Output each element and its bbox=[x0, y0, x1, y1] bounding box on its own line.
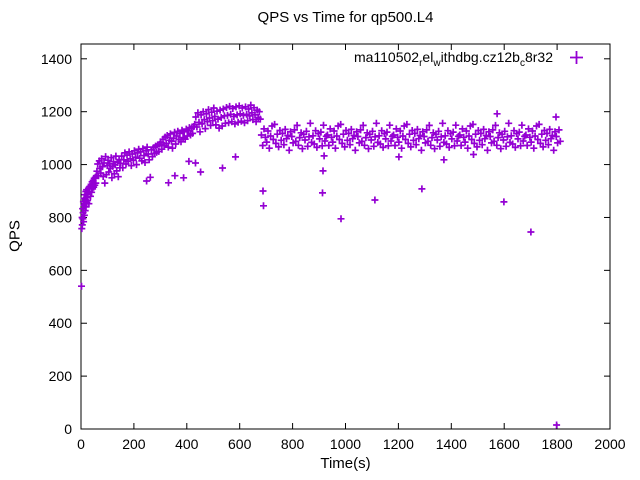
legend-plus-marker-icon bbox=[570, 50, 583, 64]
plot-border bbox=[80, 43, 611, 430]
y-tick-label: 400 bbox=[49, 315, 73, 331]
scatter-points bbox=[78, 101, 564, 429]
x-tick-label: 1400 bbox=[436, 436, 467, 452]
x-tick-label: 1600 bbox=[489, 436, 520, 452]
x-tick-label: 400 bbox=[175, 436, 199, 452]
legend-label: ma110502relwithdbg.cz12bc8r32 bbox=[353, 49, 553, 68]
legend-label-segment: r bbox=[419, 57, 423, 69]
x-tick-label: 2000 bbox=[594, 436, 625, 452]
legend-label-segment: ithdbg.cz12b bbox=[440, 49, 520, 65]
y-tick-label: 1200 bbox=[41, 104, 72, 120]
chart-title: QPS vs Time for qp500.L4 bbox=[257, 9, 434, 26]
y-axis-label: QPS bbox=[6, 220, 24, 252]
y-tick-label: 0 bbox=[64, 421, 72, 437]
y-tick-label: 800 bbox=[49, 209, 73, 225]
legend-label-segment: ma110502 bbox=[353, 49, 420, 65]
x-tick-label: 1200 bbox=[383, 436, 414, 452]
legend-label-segment: 8r32 bbox=[524, 49, 553, 65]
y-tick-label: 1400 bbox=[41, 51, 72, 67]
y-tick-label: 1000 bbox=[41, 157, 72, 173]
legend-label-segment: w bbox=[433, 57, 441, 69]
x-tick-label: 1000 bbox=[330, 436, 361, 452]
x-tick-label: 800 bbox=[281, 436, 305, 452]
x-tick-label: 0 bbox=[77, 436, 85, 452]
x-axis-label: Time(s) bbox=[320, 455, 371, 472]
y-tick-label: 200 bbox=[49, 368, 73, 384]
legend: ma110502relwithdbg.cz12bc8r32 bbox=[353, 49, 584, 68]
x-tick-label: 200 bbox=[122, 436, 146, 452]
legend-label-segment: c bbox=[519, 57, 525, 69]
y-tick-label: 600 bbox=[49, 262, 73, 278]
legend-label-segment: el bbox=[422, 49, 434, 65]
x-tick-label: 1800 bbox=[542, 436, 573, 452]
x-tick-label: 600 bbox=[228, 436, 252, 452]
